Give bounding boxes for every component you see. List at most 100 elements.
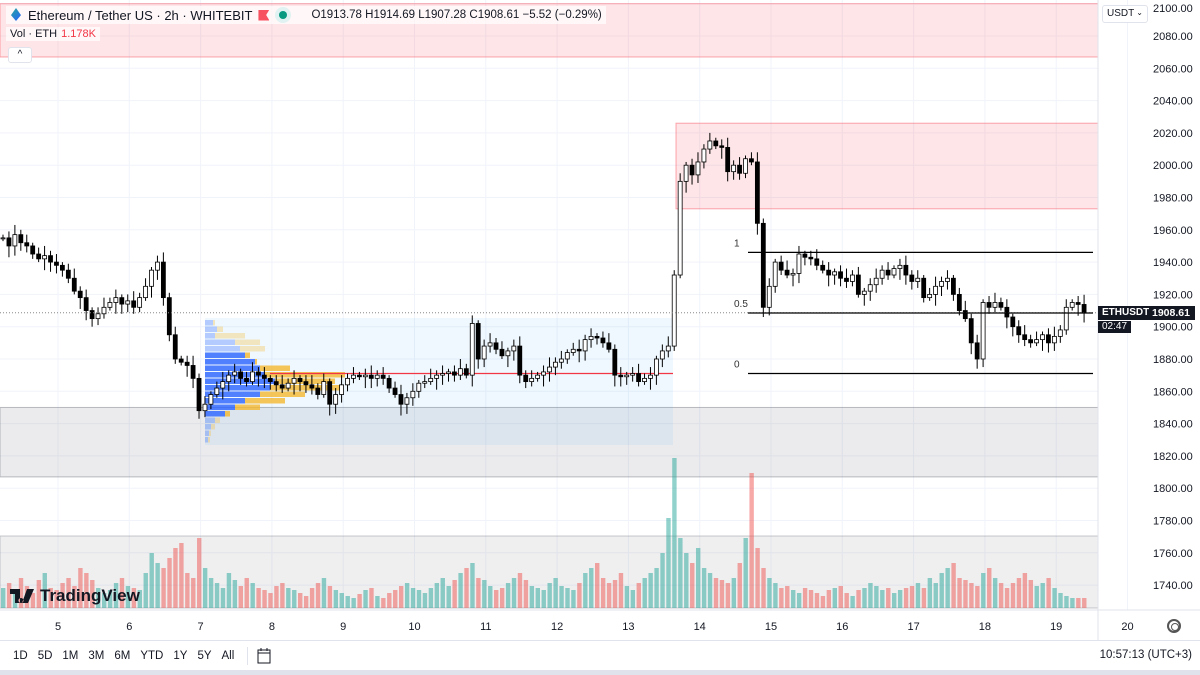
candle-down xyxy=(368,374,374,379)
candle-up xyxy=(113,297,119,303)
candle-up xyxy=(214,387,220,395)
volume-bar xyxy=(244,578,249,608)
candle-up xyxy=(743,158,748,174)
flag-icon[interactable] xyxy=(258,9,270,21)
candle-up xyxy=(250,371,255,383)
volume-profile-bar-down xyxy=(260,391,305,397)
volume-bar xyxy=(232,580,238,608)
price-tick-label: 2080.00 xyxy=(1153,31,1193,43)
last-price: 1908.61 xyxy=(1152,307,1190,319)
range-3m[interactable]: 3M xyxy=(88,649,105,662)
candle-down xyxy=(636,373,641,383)
volume-bar xyxy=(559,586,564,608)
price-tick-label: 1860.00 xyxy=(1153,386,1193,398)
market-status-icon[interactable] xyxy=(275,7,292,23)
calendar-goto-icon[interactable] xyxy=(256,647,272,665)
high-value: H1914.69 xyxy=(365,9,416,21)
chevron-up-icon[interactable]: ^ xyxy=(8,47,32,63)
candle-down xyxy=(30,245,36,255)
volume-bar xyxy=(309,588,315,608)
range-5d[interactable]: 5D xyxy=(37,649,53,662)
candle-up xyxy=(333,394,339,405)
range-all[interactable]: All xyxy=(221,649,235,662)
volume-bar xyxy=(648,573,653,608)
volume-bar xyxy=(939,573,944,608)
volume-bar xyxy=(321,578,327,608)
volume-bar xyxy=(357,594,362,608)
volume-bar xyxy=(868,583,873,608)
candle-up xyxy=(428,377,434,383)
candle-up xyxy=(766,285,772,308)
volume-bar xyxy=(488,586,493,608)
volume-bar xyxy=(303,596,309,608)
volume-bar xyxy=(1052,588,1057,608)
currency-select[interactable]: USDT ⌄ xyxy=(1102,5,1148,23)
volume-bar xyxy=(642,578,647,608)
candle-up xyxy=(0,237,6,240)
candle-down xyxy=(986,302,992,308)
volume-profile-bar-down xyxy=(217,326,223,332)
candle-down xyxy=(951,277,956,295)
range-6m[interactable]: 6M xyxy=(114,649,131,662)
volume-bar xyxy=(96,588,101,608)
volume-bar xyxy=(690,563,695,608)
candle-down xyxy=(244,377,249,383)
candle-down xyxy=(392,387,398,395)
volume-bar xyxy=(844,593,849,608)
candle-down xyxy=(463,368,469,376)
candle-up xyxy=(772,261,778,287)
candle-up xyxy=(101,306,107,315)
price-chart[interactable]: 1 0.5 0 2100.00 2080.00 2060.00 2040.00 2020.00… xyxy=(0,0,1200,640)
price-tick-label: 1800.00 xyxy=(1153,483,1193,495)
candle-down xyxy=(998,302,1004,308)
volume-bar xyxy=(1046,578,1051,608)
candle-up xyxy=(125,300,131,305)
candle-down xyxy=(903,264,909,276)
candle-down xyxy=(612,348,618,376)
chart-legend: Ethereum / Tether US · 2h · WHITEBIT O19… xyxy=(6,6,606,24)
volume-profile-bar-down xyxy=(215,333,245,339)
candle-up xyxy=(410,390,416,399)
time-tick-label: 19 xyxy=(1050,621,1062,633)
volume-bar xyxy=(440,578,445,608)
candle-down xyxy=(315,387,321,395)
settings-gear-icon[interactable] xyxy=(1167,619,1181,633)
candle-down xyxy=(238,371,244,379)
volume-bar xyxy=(464,568,469,608)
range-ytd[interactable]: YTD xyxy=(140,649,164,662)
volume-bar xyxy=(892,593,897,608)
candle-up xyxy=(285,382,291,389)
candle-down xyxy=(1046,334,1051,344)
range-5y[interactable]: 5Y xyxy=(197,649,212,662)
range-1m[interactable]: 1M xyxy=(62,649,79,662)
candle-up xyxy=(796,253,802,274)
tradingview-logo[interactable]: TradingView xyxy=(10,586,140,606)
candle-down xyxy=(855,274,861,295)
time-tick-label: 10 xyxy=(408,621,420,633)
volume-bar xyxy=(612,580,618,608)
candle-up xyxy=(992,302,998,308)
price-tick-label: 1780.00 xyxy=(1153,516,1193,528)
volume-bar xyxy=(428,588,434,608)
symbol-title[interactable]: Ethereum / Tether US · 2h · WHITEBIT xyxy=(28,7,253,23)
price-tick-label: 1980.00 xyxy=(1153,193,1193,205)
volume-bar xyxy=(880,590,885,608)
candle-up xyxy=(624,374,630,378)
volume-bar xyxy=(101,593,107,608)
support-zone[interactable] xyxy=(0,406,1099,478)
range-1y[interactable]: 1Y xyxy=(173,649,188,662)
volume-profile-bar-up xyxy=(205,437,208,443)
volume-profile-bar-up xyxy=(205,359,255,365)
ohlc-values: O1913.78 H1914.69 L1907.28 C1908.61 −5.5… xyxy=(311,9,601,21)
volume-bar xyxy=(363,590,368,608)
volume-bar xyxy=(915,583,921,608)
range-1d[interactable]: 1D xyxy=(13,649,28,662)
candle-up xyxy=(374,374,380,379)
candle-up xyxy=(582,339,588,352)
volume-bar xyxy=(18,578,24,608)
candle-up xyxy=(891,268,897,276)
volume-bar xyxy=(874,586,879,608)
clock-timezone[interactable]: 10:57:13 (UTC+3) xyxy=(1099,649,1192,661)
volume-bar xyxy=(743,538,748,608)
candle-up xyxy=(440,373,445,376)
